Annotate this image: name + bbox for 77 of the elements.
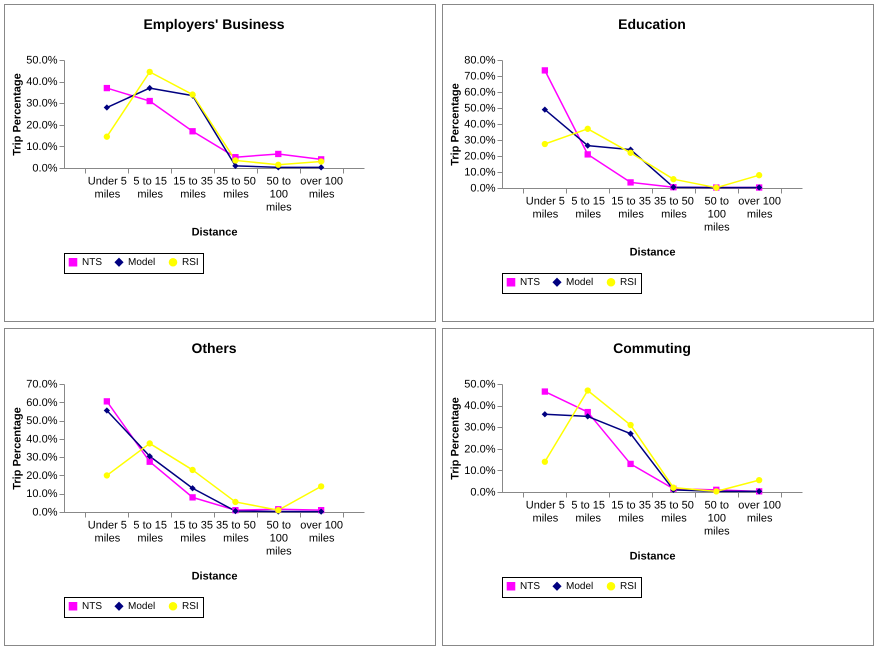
- y-axis-title: Trip Percentage: [11, 73, 24, 156]
- x-tick-label: 35 to 50 miles: [654, 500, 694, 524]
- y-tick-label: 20.0%: [464, 443, 496, 456]
- x-tick-label: over 100 miles: [300, 176, 344, 200]
- y-tick-label: 20.0%: [26, 119, 58, 132]
- legend-label: Model: [128, 257, 156, 268]
- y-tick-label: 0.0%: [32, 506, 58, 518]
- legend-label: NTS: [82, 601, 102, 612]
- legend-label: NTS: [82, 257, 102, 268]
- y-tick-label: 30.0%: [464, 422, 496, 434]
- x-tick-label: Under 5 miles: [526, 500, 565, 524]
- legend-label: RSI: [620, 277, 637, 288]
- y-tick-label: 10.0%: [26, 488, 58, 500]
- y-tick-label: 30.0%: [464, 134, 496, 146]
- x-axis-title: Distance: [192, 570, 238, 582]
- y-tick-label: 40.0%: [464, 118, 496, 130]
- y-tick-label: 30.0%: [26, 98, 58, 110]
- x-tick-label: 50 to 100 miles: [266, 176, 292, 214]
- y-tick-label: 10.0%: [464, 166, 496, 178]
- y-tick-label: 80.0%: [464, 54, 496, 66]
- x-tick-label: 5 to 15 miles: [133, 520, 168, 544]
- y-axis-title: Trip Percentage: [449, 83, 462, 166]
- y-tick-label: 50.0%: [26, 54, 58, 66]
- legend-label: RSI: [620, 581, 637, 592]
- y-tick-label: 30.0%: [26, 452, 58, 464]
- y-axis-title: Trip Percentage: [11, 407, 24, 490]
- x-tick-label: over 100 miles: [738, 196, 782, 220]
- x-axis-title: Distance: [192, 226, 238, 238]
- x-tick-label: 15 to 35 miles: [611, 196, 651, 220]
- y-tick-label: 70.0%: [26, 378, 58, 390]
- y-tick-label: 60.0%: [464, 86, 496, 98]
- y-tick-label: 50.0%: [464, 378, 496, 390]
- x-tick-label: Under 5 miles: [526, 196, 565, 220]
- legend-label: RSI: [182, 601, 199, 612]
- y-tick-label: 0.0%: [32, 162, 58, 174]
- chart-title: Education: [618, 16, 686, 32]
- y-tick-label: 20.0%: [464, 150, 496, 162]
- x-tick-label: 50 to 100 miles: [704, 500, 730, 538]
- chart-title: Others: [191, 340, 237, 356]
- x-tick-label: 5 to 15 miles: [571, 196, 606, 220]
- x-axis-title: Distance: [630, 550, 676, 562]
- x-tick-label: Under 5 miles: [88, 176, 127, 200]
- x-tick-label: 35 to 50 miles: [654, 196, 694, 220]
- x-tick-label: 15 to 35 miles: [173, 176, 213, 200]
- y-axis-title: Trip Percentage: [449, 397, 462, 480]
- x-tick-label: 15 to 35 miles: [173, 520, 213, 544]
- x-tick-label: 50 to 100 miles: [266, 520, 292, 558]
- y-tick-label: 50.0%: [26, 415, 58, 428]
- x-tick-label: 35 to 50 miles: [216, 176, 256, 200]
- y-tick-label: 20.0%: [26, 470, 58, 482]
- x-tick-label: 5 to 15 miles: [133, 176, 168, 200]
- y-tick-label: 50.0%: [464, 102, 496, 114]
- legend-label: NTS: [520, 581, 540, 592]
- x-tick-label: over 100 miles: [738, 500, 782, 524]
- x-tick-label: 35 to 50 miles: [216, 520, 256, 544]
- legend-label: RSI: [182, 257, 199, 268]
- x-tick-label: 15 to 35 miles: [611, 500, 651, 524]
- x-tick-label: 5 to 15 miles: [571, 500, 606, 524]
- y-tick-label: 60.0%: [26, 396, 58, 409]
- x-tick-label: over 100 miles: [300, 520, 344, 544]
- legend-label: Model: [128, 601, 156, 612]
- y-tick-label: 40.0%: [26, 433, 58, 446]
- x-tick-label: Under 5 miles: [88, 520, 127, 544]
- chart-title: Commuting: [613, 340, 691, 356]
- chart-title: Employers' Business: [143, 16, 285, 32]
- y-tick-label: 10.0%: [26, 140, 58, 153]
- y-tick-label: 40.0%: [26, 76, 58, 88]
- legend-label: NTS: [520, 277, 540, 288]
- y-tick-label: 10.0%: [464, 464, 496, 477]
- y-tick-label: 70.0%: [464, 70, 496, 82]
- x-axis-title: Distance: [630, 246, 676, 258]
- legend-label: Model: [566, 277, 594, 288]
- legend-label: Model: [566, 581, 594, 592]
- x-tick-label: 50 to 100 miles: [704, 196, 730, 234]
- y-tick-label: 0.0%: [470, 182, 496, 194]
- y-tick-label: 0.0%: [470, 486, 496, 498]
- y-tick-label: 40.0%: [464, 400, 496, 412]
